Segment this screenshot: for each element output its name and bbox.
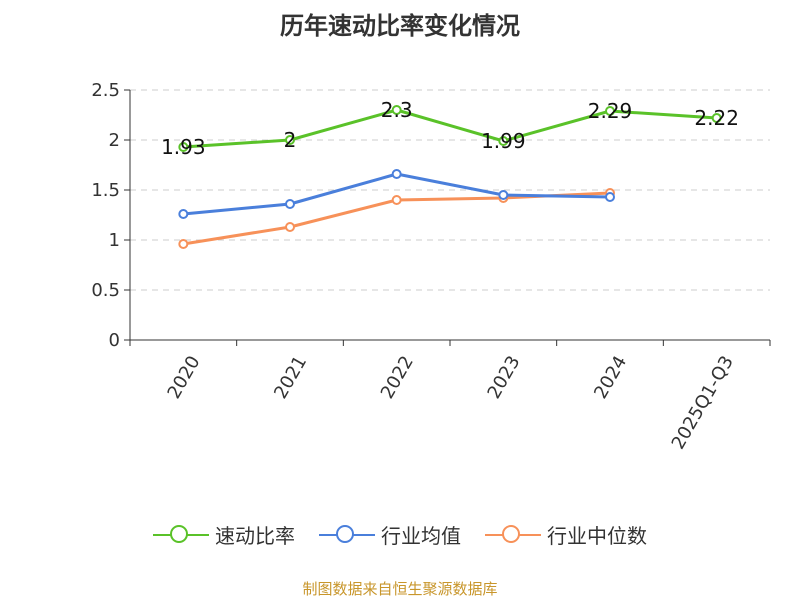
data-source-note: 制图数据来自恒生聚源数据库 xyxy=(302,580,498,598)
data-point[interactable] xyxy=(605,106,615,116)
data-label: 1.99 xyxy=(481,129,526,153)
y-tick-label: 2.5 xyxy=(91,80,120,101)
x-tick-label: 2020 xyxy=(163,352,204,402)
x-tick-label: 2022 xyxy=(377,352,418,402)
series-line xyxy=(183,172,611,216)
y-tick-label: 1.5 xyxy=(91,180,120,201)
legend-label: 行业均值 xyxy=(381,524,461,548)
legend-label: 行业中位数 xyxy=(547,524,647,548)
legend-item-industry-mean[interactable]: 行业均值 xyxy=(319,520,461,549)
data-point[interactable] xyxy=(498,136,509,146)
legend-marker xyxy=(153,523,209,547)
data-point[interactable] xyxy=(711,113,722,123)
legend-item-industry-median[interactable]: 行业中位数 xyxy=(485,520,647,549)
data-point[interactable] xyxy=(391,105,402,115)
data-label: 1.93 xyxy=(161,135,206,159)
x-tick-label: 2024 xyxy=(590,352,631,402)
legend-marker xyxy=(485,523,541,547)
data-point[interactable] xyxy=(178,239,189,249)
data-point[interactable] xyxy=(285,135,295,145)
data-label: 2.22 xyxy=(694,106,739,130)
data-point[interactable] xyxy=(605,192,615,202)
y-tick-label: 2 xyxy=(109,130,120,151)
chart-title: 历年速动比率变化情况 xyxy=(280,12,520,40)
data-label: 2.3 xyxy=(381,98,413,122)
data-point[interactable] xyxy=(178,142,189,152)
data-label: 2 xyxy=(284,128,297,152)
data-point[interactable] xyxy=(391,169,402,179)
data-label: 2.29 xyxy=(588,99,633,123)
series-line xyxy=(183,108,717,149)
data-point[interactable] xyxy=(498,190,509,200)
x-tick-label: 2025Q1-Q3 xyxy=(668,352,738,453)
x-tick-label: 2023 xyxy=(483,352,524,402)
legend-marker xyxy=(319,523,375,547)
y-tick-label: 1 xyxy=(109,230,120,251)
x-tick-label: 2021 xyxy=(270,352,311,402)
y-tick-label: 0 xyxy=(109,330,120,351)
legend: 速动比率 行业均值 行业中位数 xyxy=(0,520,800,549)
y-tick-label: 0.5 xyxy=(91,280,120,301)
legend-item-quick-ratio[interactable]: 速动比率 xyxy=(153,520,295,549)
data-point[interactable] xyxy=(285,199,295,209)
data-point[interactable] xyxy=(391,195,402,205)
legend-label: 速动比率 xyxy=(215,524,295,548)
data-point[interactable] xyxy=(178,209,189,219)
data-point[interactable] xyxy=(285,222,295,232)
